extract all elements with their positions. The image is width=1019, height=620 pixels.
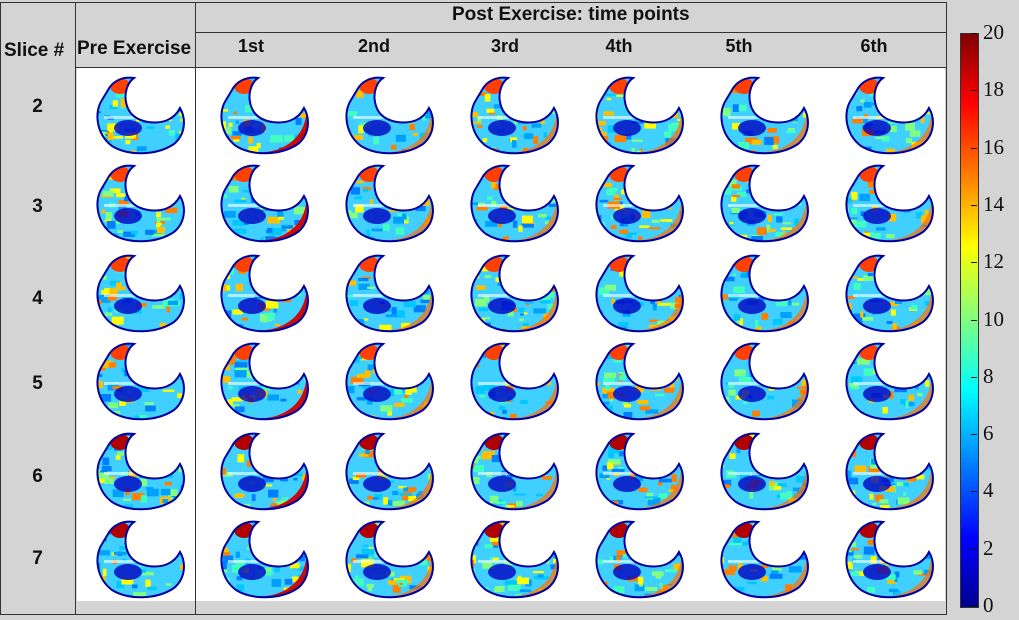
slice-map-image <box>706 250 818 334</box>
slice-map-image <box>456 338 568 422</box>
slice-map-image <box>831 516 943 600</box>
slice-map-image <box>82 338 194 422</box>
slice-map-image <box>706 160 818 244</box>
slice-label-6: 6 <box>32 466 43 487</box>
slice-map-image <box>206 428 318 512</box>
slice-map-image <box>206 72 318 156</box>
slice-map-image <box>82 250 194 334</box>
colorbar-tick-mark <box>971 376 977 378</box>
slice-map-image <box>706 428 818 512</box>
slice-map-image <box>331 72 443 156</box>
slice-map-image <box>82 72 194 156</box>
slice-map-image <box>706 516 818 600</box>
slice-map-image <box>82 516 194 600</box>
timepoint-label-6: 6th <box>860 36 888 56</box>
slice-map-image <box>456 250 568 334</box>
slice-header: Slice # <box>4 40 65 61</box>
slice-label-4: 4 <box>32 288 43 309</box>
slice-map-image <box>206 250 318 334</box>
slice-label-3: 3 <box>32 196 43 217</box>
colorbar-tick-label: 2 <box>983 535 994 560</box>
slice-map-image <box>831 250 943 334</box>
slice-map-image <box>456 516 568 600</box>
slice-map-image <box>331 250 443 334</box>
timepoint-label-3: 3rd <box>490 36 519 56</box>
colorbar-tick-mark <box>971 90 977 92</box>
slice-map-image <box>82 160 194 244</box>
slice-map-image <box>456 160 568 244</box>
colorbar-tick-label: 14 <box>983 191 1004 216</box>
slice-map-image <box>82 428 194 512</box>
slice-map-image <box>581 160 693 244</box>
colorbar-tick-label: 0 <box>983 593 994 617</box>
slice-map-image <box>581 516 693 600</box>
slice-label-7: 7 <box>32 548 43 569</box>
slice-map-image <box>831 338 943 422</box>
colorbar <box>960 33 979 608</box>
colorbar-tick-mark <box>971 434 977 436</box>
slice-map-image <box>456 428 568 512</box>
slice-map-image <box>831 428 943 512</box>
colorbar-tick-mark <box>971 204 977 206</box>
figure-panel: Post Exercise: time points Slice # Pre E… <box>0 2 947 615</box>
slice-map-image <box>456 72 568 156</box>
colorbar-tick-label: 8 <box>983 363 994 388</box>
colorbar-tick-mark <box>971 147 977 149</box>
colorbar-tick-mark <box>971 606 977 607</box>
timepoint-label-4: 4th <box>605 36 633 56</box>
slice-map-image <box>206 516 318 600</box>
slice-map-image <box>706 338 818 422</box>
colorbar-tick-mark <box>971 319 977 321</box>
colorbar-tick-label: 20 <box>983 20 1004 44</box>
slice-map-image <box>206 338 318 422</box>
slice-map-image <box>206 160 318 244</box>
colorbar-tick-mark <box>971 262 977 264</box>
slice-map-image <box>331 516 443 600</box>
slice-map-image <box>581 338 693 422</box>
slice-map-image <box>706 72 818 156</box>
timepoint-label-1: 1st <box>237 36 264 56</box>
slice-map-image <box>581 250 693 334</box>
pre-exercise-header: Pre Exercise <box>77 38 192 59</box>
timepoint-label-2: 2nd <box>357 36 390 56</box>
slice-map-image <box>581 428 693 512</box>
colorbar-tick-mark <box>971 33 977 34</box>
colorbar-tick-label: 4 <box>983 478 994 503</box>
slice-map-image <box>831 72 943 156</box>
slice-map-image <box>331 428 443 512</box>
colorbar-tick-mark <box>971 548 977 550</box>
colorbar-tick-label: 16 <box>983 134 1004 159</box>
timepoint-label-5: 5th <box>725 36 753 56</box>
colorbar-tick-label: 6 <box>983 421 994 446</box>
colorbar-tick-label: 12 <box>983 249 1004 274</box>
slice-map-image <box>581 72 693 156</box>
slice-label-5: 5 <box>32 373 43 394</box>
colorbar-tick-label: 10 <box>983 306 1004 331</box>
colorbar-tick-label: 18 <box>983 77 1004 102</box>
slice-map-image <box>831 160 943 244</box>
slice-label-2: 2 <box>32 96 43 117</box>
image-grid <box>77 68 945 601</box>
slice-map-image <box>331 160 443 244</box>
post-exercise-header: Post Exercise: time points <box>452 4 690 25</box>
slice-map-image <box>331 338 443 422</box>
colorbar-tick-mark <box>971 491 977 493</box>
